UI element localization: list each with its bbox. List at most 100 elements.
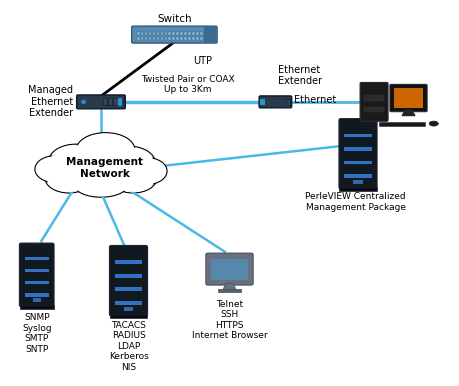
Text: Ethernet
Extender: Ethernet Extender xyxy=(278,65,322,86)
Bar xyxy=(153,32,156,35)
Bar xyxy=(149,32,151,35)
FancyBboxPatch shape xyxy=(206,253,253,285)
Ellipse shape xyxy=(60,147,142,191)
Bar xyxy=(200,32,203,35)
Bar xyxy=(161,37,163,40)
Bar xyxy=(200,37,203,40)
Bar xyxy=(108,98,112,105)
Ellipse shape xyxy=(47,164,91,192)
Bar xyxy=(168,32,171,35)
Bar xyxy=(204,27,216,42)
Ellipse shape xyxy=(50,145,101,178)
Ellipse shape xyxy=(76,173,126,196)
Ellipse shape xyxy=(45,163,93,193)
Bar xyxy=(141,32,144,35)
Text: SNMP
Syslog
SMTP
SNTP: SNMP Syslog SMTP SNTP xyxy=(22,313,51,354)
Ellipse shape xyxy=(49,144,103,179)
Bar xyxy=(394,88,423,108)
Bar xyxy=(118,98,123,105)
Bar xyxy=(196,37,199,40)
Bar xyxy=(153,37,156,40)
Bar xyxy=(110,314,147,318)
Text: Switch: Switch xyxy=(157,14,192,24)
Ellipse shape xyxy=(37,157,73,181)
Bar xyxy=(161,32,163,35)
Bar xyxy=(188,37,191,40)
Bar xyxy=(353,180,363,185)
Bar xyxy=(344,161,372,164)
Text: PerleVIEW Centralized
Management Package: PerleVIEW Centralized Management Package xyxy=(305,192,406,212)
Ellipse shape xyxy=(62,148,140,190)
Bar xyxy=(115,261,142,264)
Bar xyxy=(176,32,179,35)
Bar xyxy=(24,257,49,260)
Text: Ethernet: Ethernet xyxy=(294,95,336,105)
Bar xyxy=(364,95,384,101)
Ellipse shape xyxy=(35,156,75,183)
Bar xyxy=(113,98,118,105)
FancyBboxPatch shape xyxy=(259,96,292,108)
Ellipse shape xyxy=(74,172,128,197)
Bar xyxy=(261,98,265,105)
Bar xyxy=(20,305,54,309)
Bar xyxy=(188,32,191,35)
Bar xyxy=(285,99,291,105)
Bar xyxy=(173,32,175,35)
Bar xyxy=(344,174,372,178)
Bar xyxy=(118,98,122,106)
Bar xyxy=(168,37,171,40)
Bar xyxy=(33,298,41,302)
FancyBboxPatch shape xyxy=(360,83,388,121)
Ellipse shape xyxy=(78,134,133,166)
Bar xyxy=(173,37,175,40)
Bar xyxy=(115,274,142,278)
Bar xyxy=(157,32,159,35)
Bar xyxy=(145,32,147,35)
FancyBboxPatch shape xyxy=(77,95,125,109)
Bar xyxy=(340,188,376,191)
Bar xyxy=(176,37,179,40)
Ellipse shape xyxy=(129,159,165,183)
Bar xyxy=(180,37,183,40)
Bar xyxy=(145,37,147,40)
Text: Twisted Pair or COAX
Up to 3Km: Twisted Pair or COAX Up to 3Km xyxy=(141,75,235,94)
Bar xyxy=(137,32,140,35)
FancyBboxPatch shape xyxy=(339,119,377,189)
Polygon shape xyxy=(402,110,415,115)
Polygon shape xyxy=(223,284,236,289)
Bar xyxy=(157,37,159,40)
Ellipse shape xyxy=(109,163,157,193)
Bar xyxy=(211,259,248,281)
FancyBboxPatch shape xyxy=(132,26,217,43)
Bar xyxy=(103,98,107,105)
Ellipse shape xyxy=(76,133,135,167)
Bar xyxy=(24,269,49,272)
Bar xyxy=(192,37,195,40)
Text: TACACS
RADIUS
LDAP
Kerberos
NIS: TACACS RADIUS LDAP Kerberos NIS xyxy=(109,321,148,372)
Bar xyxy=(137,37,140,40)
Bar xyxy=(204,32,207,35)
Bar xyxy=(141,37,144,40)
Ellipse shape xyxy=(111,164,155,192)
Bar xyxy=(164,37,167,40)
Ellipse shape xyxy=(103,147,154,179)
Bar xyxy=(185,37,187,40)
Bar xyxy=(196,32,199,35)
FancyBboxPatch shape xyxy=(390,85,427,112)
Bar xyxy=(344,147,372,151)
Text: Managed
Ethernet
Extender: Managed Ethernet Extender xyxy=(28,85,73,119)
Bar xyxy=(185,32,187,35)
Bar xyxy=(344,134,372,137)
Bar xyxy=(24,293,49,296)
Bar xyxy=(180,32,183,35)
FancyBboxPatch shape xyxy=(110,245,147,316)
Circle shape xyxy=(82,100,85,103)
Bar xyxy=(115,301,142,305)
Text: Management
Network: Management Network xyxy=(66,157,143,179)
Text: UTP: UTP xyxy=(193,56,212,66)
Ellipse shape xyxy=(101,146,156,181)
Bar xyxy=(379,122,425,125)
Bar xyxy=(218,289,241,291)
Bar xyxy=(164,32,167,35)
Ellipse shape xyxy=(127,157,167,185)
